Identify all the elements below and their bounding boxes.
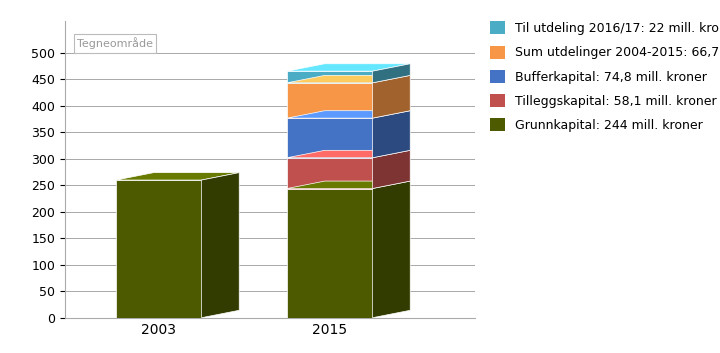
Polygon shape: [116, 173, 239, 180]
Polygon shape: [372, 76, 410, 118]
Polygon shape: [287, 76, 410, 83]
Polygon shape: [287, 71, 372, 83]
Polygon shape: [372, 150, 410, 189]
Polygon shape: [287, 189, 372, 318]
Polygon shape: [372, 181, 410, 318]
Polygon shape: [287, 64, 410, 71]
Polygon shape: [372, 111, 410, 158]
Polygon shape: [202, 173, 239, 318]
Text: Tegneområde: Tegneområde: [77, 37, 153, 49]
Polygon shape: [116, 180, 202, 318]
Polygon shape: [287, 111, 410, 118]
Legend: Til utdeling 2016/17: 22 mill. kroner, Sum utdelinger 2004-2015: 66,7 mill. kron: Til utdeling 2016/17: 22 mill. kroner, S…: [490, 22, 720, 132]
Polygon shape: [287, 150, 410, 158]
Polygon shape: [287, 181, 410, 189]
Polygon shape: [287, 118, 372, 158]
Polygon shape: [287, 158, 372, 189]
Polygon shape: [372, 64, 410, 83]
Polygon shape: [287, 83, 372, 118]
